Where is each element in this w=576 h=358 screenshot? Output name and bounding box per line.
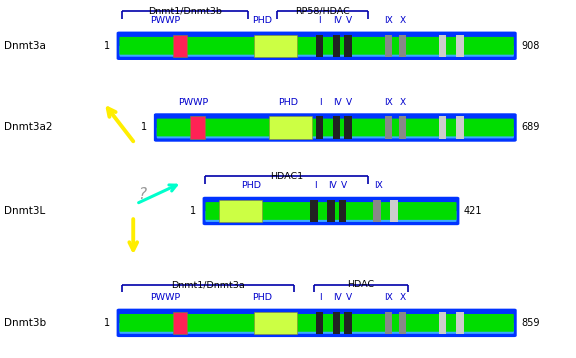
Bar — [391, 200, 398, 222]
Bar — [373, 200, 381, 222]
Bar — [333, 116, 340, 139]
Bar — [385, 116, 392, 139]
Bar — [439, 311, 446, 334]
Bar — [399, 34, 407, 57]
Text: 908: 908 — [521, 41, 540, 51]
Bar — [333, 311, 340, 334]
Text: IX: IX — [385, 98, 393, 107]
Text: I: I — [318, 16, 321, 25]
Text: PHD: PHD — [252, 293, 272, 302]
Text: I: I — [319, 98, 321, 107]
Bar — [316, 34, 323, 57]
Text: 1: 1 — [142, 122, 147, 132]
Bar — [344, 116, 352, 139]
Bar — [439, 116, 446, 139]
Text: V: V — [346, 16, 353, 25]
Text: PHD: PHD — [241, 182, 261, 190]
FancyBboxPatch shape — [203, 197, 460, 225]
Text: IX: IX — [384, 293, 393, 302]
Bar — [344, 34, 352, 57]
Text: 421: 421 — [464, 206, 483, 216]
Text: PWWP: PWWP — [150, 16, 180, 25]
Text: HDAC1: HDAC1 — [270, 172, 303, 181]
Text: IV: IV — [328, 182, 336, 190]
Text: Dnmt1/Dnmt3b: Dnmt1/Dnmt3b — [148, 7, 222, 16]
FancyBboxPatch shape — [206, 202, 457, 220]
Bar — [190, 116, 204, 139]
Text: IV: IV — [334, 293, 342, 302]
FancyBboxPatch shape — [119, 314, 514, 332]
Bar — [253, 311, 297, 334]
Text: IX: IX — [384, 16, 393, 25]
Bar — [173, 34, 187, 57]
Text: 689: 689 — [521, 122, 540, 132]
Text: V: V — [346, 293, 353, 302]
Text: 1: 1 — [104, 318, 110, 328]
Text: Dnmt3a2: Dnmt3a2 — [4, 122, 53, 132]
Text: PHD: PHD — [252, 16, 272, 25]
FancyBboxPatch shape — [119, 37, 514, 55]
Text: IV: IV — [334, 98, 342, 107]
Bar — [219, 200, 262, 222]
Text: X: X — [400, 16, 406, 25]
Bar — [344, 311, 352, 334]
Text: 1: 1 — [190, 206, 196, 216]
Text: V: V — [340, 182, 347, 190]
Bar — [456, 311, 464, 334]
Text: Dnmt3L: Dnmt3L — [4, 206, 46, 216]
Text: HDAC: HDAC — [347, 280, 374, 289]
Bar — [339, 200, 346, 222]
Bar — [399, 116, 407, 139]
Bar — [316, 311, 323, 334]
Text: PWWP: PWWP — [179, 98, 209, 107]
FancyBboxPatch shape — [119, 323, 514, 334]
Bar — [399, 311, 407, 334]
Text: I: I — [313, 182, 316, 190]
Text: Dnmt3b: Dnmt3b — [4, 318, 47, 328]
Text: 1: 1 — [104, 41, 110, 51]
FancyBboxPatch shape — [116, 309, 517, 337]
FancyBboxPatch shape — [119, 45, 514, 57]
Text: Dnmt1/Dnmt3a: Dnmt1/Dnmt3a — [171, 280, 245, 289]
FancyBboxPatch shape — [157, 118, 514, 136]
Text: RP58/HDAC: RP58/HDAC — [295, 7, 350, 16]
Bar — [439, 34, 446, 57]
Text: I: I — [319, 293, 321, 302]
Bar — [316, 116, 323, 139]
Text: Dnmt3a: Dnmt3a — [4, 41, 46, 51]
Bar — [456, 116, 464, 139]
Text: IX: IX — [374, 182, 383, 190]
Bar — [327, 200, 335, 222]
Bar — [269, 116, 312, 139]
FancyBboxPatch shape — [154, 113, 517, 142]
Text: 859: 859 — [521, 318, 540, 328]
Text: X: X — [400, 98, 406, 107]
FancyBboxPatch shape — [157, 127, 514, 139]
Text: PWWP: PWWP — [150, 293, 180, 302]
FancyBboxPatch shape — [116, 32, 517, 60]
Text: ?: ? — [138, 188, 146, 203]
FancyBboxPatch shape — [206, 211, 457, 222]
Text: IV: IV — [334, 16, 342, 25]
Bar — [333, 34, 340, 57]
Text: X: X — [400, 293, 406, 302]
Text: PHD: PHD — [278, 98, 298, 107]
Bar — [253, 34, 297, 57]
Bar — [310, 200, 317, 222]
Bar — [173, 311, 187, 334]
Bar — [385, 311, 392, 334]
Bar — [456, 34, 464, 57]
Text: V: V — [346, 98, 353, 107]
Bar — [385, 34, 392, 57]
